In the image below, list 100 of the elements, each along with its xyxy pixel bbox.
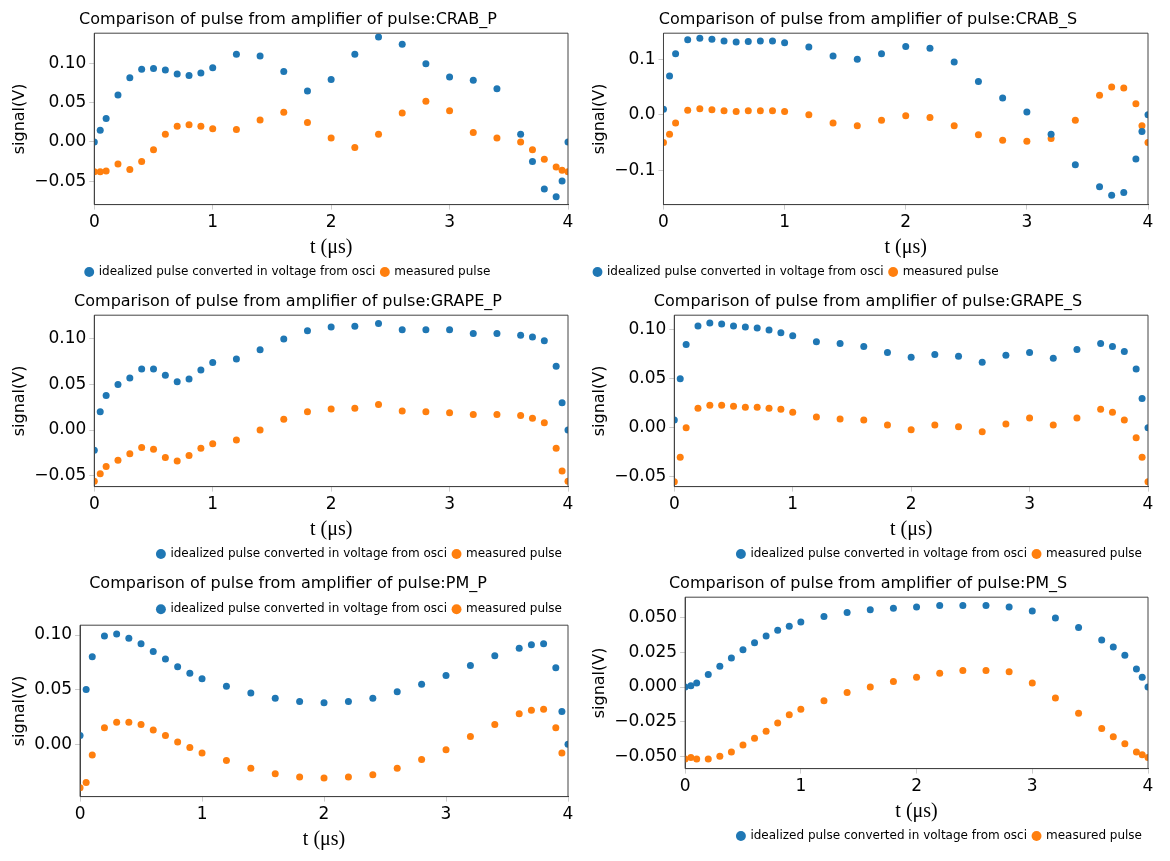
point [100,632,108,640]
point [185,452,193,460]
point [706,401,714,409]
point [375,319,383,327]
point [100,724,108,732]
point [950,122,958,130]
point [1132,748,1140,756]
point [1108,191,1116,199]
point [805,43,813,51]
point [785,622,793,630]
point [446,326,454,334]
point [186,743,194,751]
point [889,604,897,612]
point [902,43,910,51]
point [173,70,181,78]
point [774,719,782,727]
point [696,105,704,113]
point [398,40,406,48]
point [716,662,724,670]
point [137,640,145,648]
point [114,91,122,99]
point [708,35,716,43]
chart-title: Comparison of pulse from amplifier of pulse:PM_S [668,572,1068,593]
point [418,755,426,763]
legend-label: idealized pulse converted in voltage from osci [170,546,448,561]
point [232,50,240,58]
point [781,107,789,115]
point [418,680,426,688]
point [1028,607,1036,615]
point [303,118,311,126]
point [515,644,523,652]
point [369,694,377,702]
point [843,608,851,616]
point [1132,665,1140,673]
x-tick-label: 0 [658,211,669,232]
point [769,37,776,45]
point [222,757,230,765]
point [185,121,193,129]
legend-label: idealized pulse converted in voltage from osci [750,546,1028,561]
point [527,706,535,714]
x-tick-label: 4 [562,803,574,824]
point [369,771,377,779]
point [185,375,193,383]
point [1121,740,1129,748]
point [446,409,454,417]
y-axis-title: signal(V) [8,675,28,747]
point [493,411,501,419]
point [1098,725,1106,733]
point [422,60,430,68]
point [777,329,785,337]
x-tick-label: 0 [74,803,86,824]
point [280,108,288,116]
point [528,158,536,166]
point [751,734,759,742]
point [558,749,566,757]
point [789,332,797,340]
point [950,58,958,66]
point [232,355,240,363]
point [1097,405,1105,413]
point [1138,673,1146,681]
point [718,320,726,328]
point [959,666,967,674]
x-tick-label: 4 [562,493,574,514]
point [769,107,776,115]
point [320,774,328,782]
y-tick-label: 0.05 [628,367,667,388]
point [344,698,352,706]
y-tick-label: −0.1 [614,158,656,179]
point [1023,108,1031,116]
point [552,193,560,201]
point [540,185,548,193]
point [442,671,450,679]
y-tick-label: 0.0 [628,103,656,124]
point [978,358,986,366]
legend-label: measured pulse [466,601,563,616]
point [829,52,837,60]
point [1049,421,1057,429]
point [716,752,724,760]
y-tick-label: 0.00 [48,418,87,439]
x-tick-label: 4 [1142,493,1154,514]
point [540,640,548,648]
point [150,146,158,154]
point [398,407,406,415]
x-tick-label: 2 [900,211,912,232]
point [256,426,264,434]
point [1138,394,1146,402]
point [1005,668,1013,676]
point [327,75,335,83]
point [114,456,122,464]
point [540,419,548,427]
point [694,322,702,330]
y-axis-title: signal(V) [8,365,28,437]
y-tick-label: −0.050 [614,744,678,765]
y-tick-label: −0.05 [614,465,667,486]
point [936,601,944,609]
point [197,366,205,374]
point [1120,188,1128,196]
point [82,778,90,786]
point [913,673,921,681]
point [676,375,684,383]
